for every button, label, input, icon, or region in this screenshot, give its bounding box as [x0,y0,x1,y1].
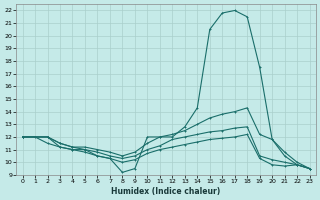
X-axis label: Humidex (Indice chaleur): Humidex (Indice chaleur) [111,187,221,196]
